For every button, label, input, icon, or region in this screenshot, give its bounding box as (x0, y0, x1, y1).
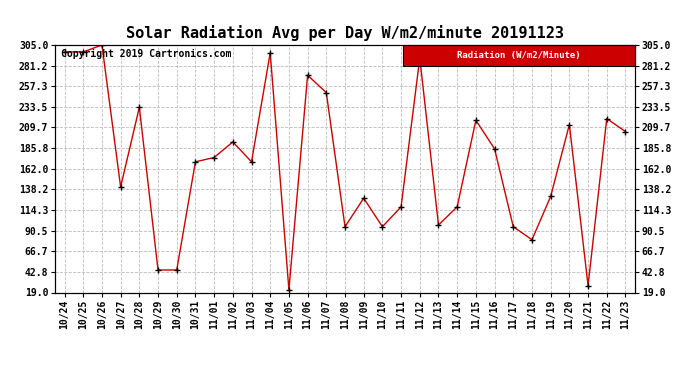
Title: Solar Radiation Avg per Day W/m2/minute 20191123: Solar Radiation Avg per Day W/m2/minute … (126, 25, 564, 41)
FancyBboxPatch shape (403, 45, 635, 66)
Text: Copyright 2019 Cartronics.com: Copyright 2019 Cartronics.com (61, 49, 231, 59)
Text: Radiation (W/m2/Minute): Radiation (W/m2/Minute) (457, 51, 581, 60)
